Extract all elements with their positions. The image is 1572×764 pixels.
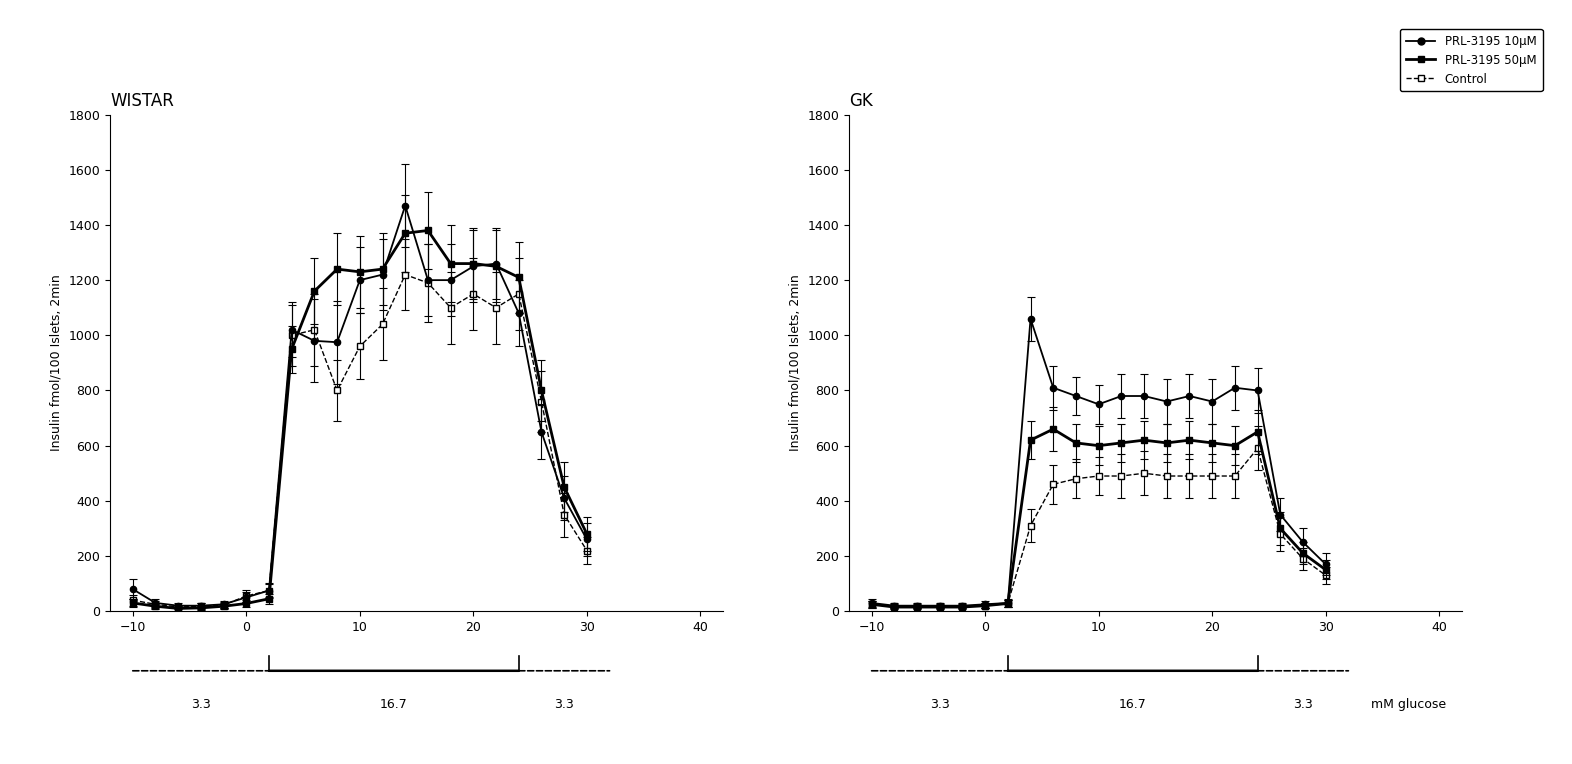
Y-axis label: Insulin fmol/100 Islets, 2min: Insulin fmol/100 Islets, 2min bbox=[50, 274, 63, 452]
Text: GK: GK bbox=[849, 92, 872, 110]
Text: WISTAR: WISTAR bbox=[110, 92, 174, 110]
Text: 3.3: 3.3 bbox=[555, 698, 574, 711]
Text: 16.7: 16.7 bbox=[380, 698, 407, 711]
Text: 3.3: 3.3 bbox=[1294, 698, 1313, 711]
Text: 3.3: 3.3 bbox=[190, 698, 211, 711]
Text: 16.7: 16.7 bbox=[1119, 698, 1146, 711]
Y-axis label: Insulin fmol/100 Islets, 2min: Insulin fmol/100 Islets, 2min bbox=[789, 274, 802, 452]
Text: mM glucose: mM glucose bbox=[1371, 698, 1446, 711]
Legend: PRL-3195 10μM, PRL-3195 50μM, Control: PRL-3195 10μM, PRL-3195 50μM, Control bbox=[1401, 29, 1542, 92]
Text: 3.3: 3.3 bbox=[929, 698, 949, 711]
